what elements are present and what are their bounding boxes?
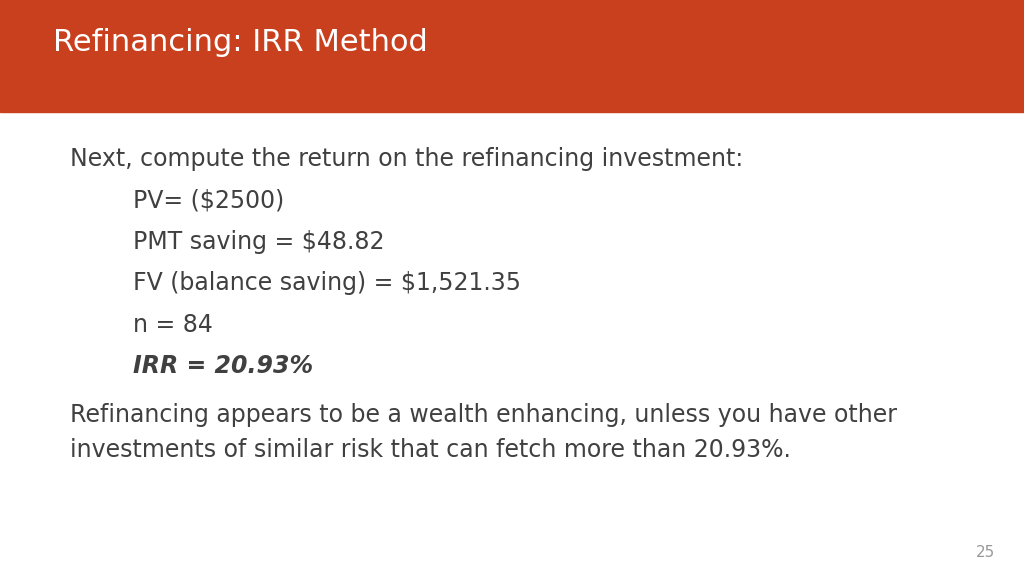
Text: n = 84: n = 84 <box>133 313 213 337</box>
Text: PMT saving = $48.82: PMT saving = $48.82 <box>133 230 385 254</box>
Text: Refinancing appears to be a wealth enhancing, unless you have other
investments : Refinancing appears to be a wealth enhan… <box>70 403 897 461</box>
Text: PV= ($2500): PV= ($2500) <box>133 188 285 213</box>
Text: FV (balance saving) = $1,521.35: FV (balance saving) = $1,521.35 <box>133 271 521 295</box>
Text: 25: 25 <box>976 545 995 560</box>
Bar <box>0 0 1024 112</box>
Text: Refinancing: IRR Method: Refinancing: IRR Method <box>53 28 428 57</box>
Text: IRR = 20.93%: IRR = 20.93% <box>133 354 313 378</box>
Text: Next, compute the return on the refinancing investment:: Next, compute the return on the refinanc… <box>70 147 742 171</box>
